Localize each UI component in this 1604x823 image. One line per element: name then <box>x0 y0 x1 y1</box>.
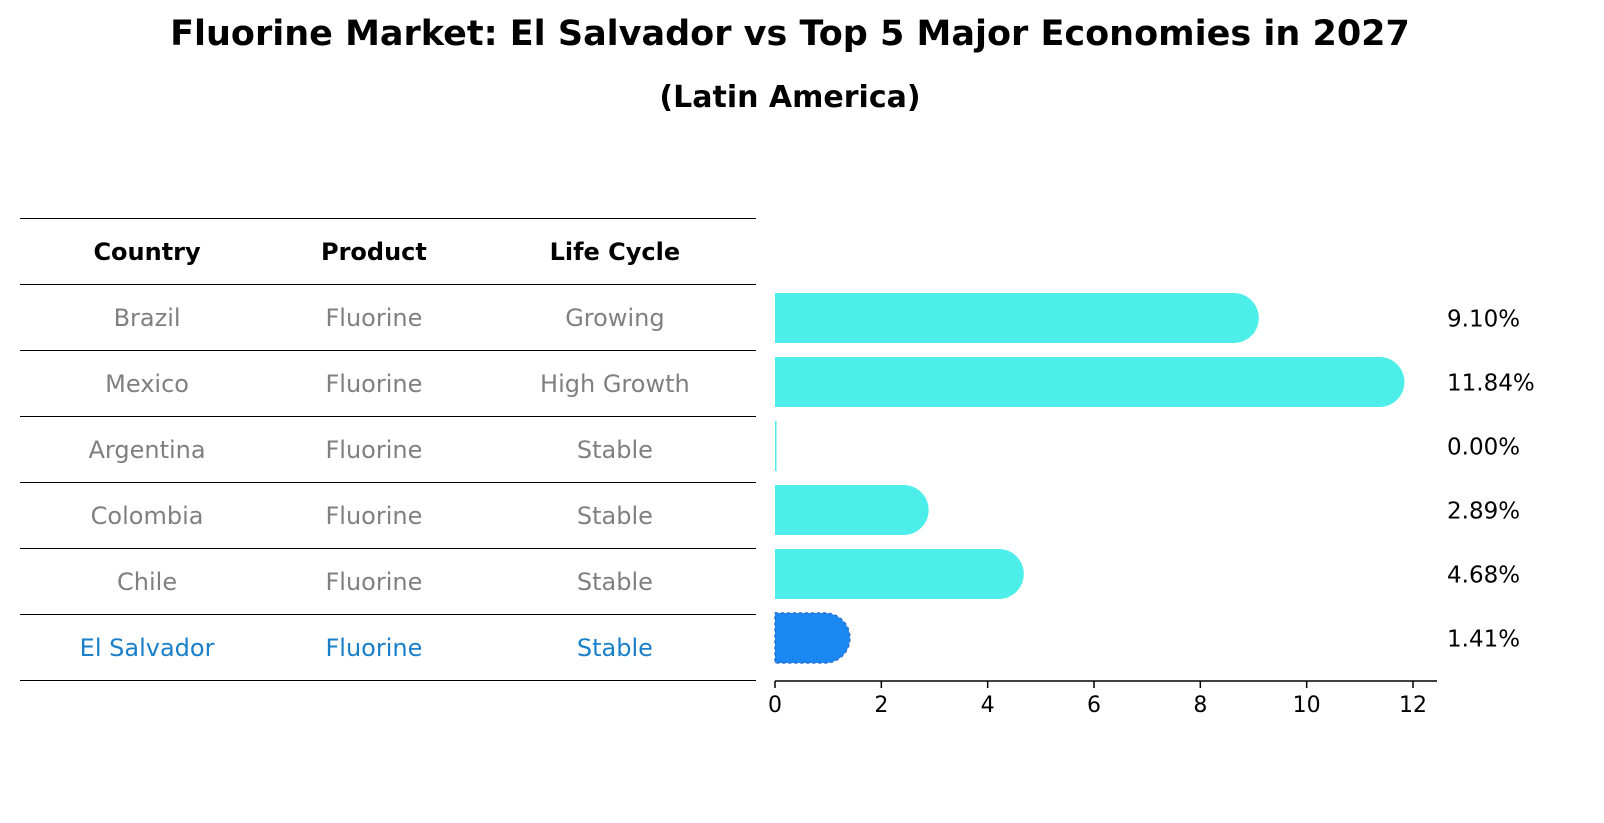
cell-life-cycle: Growing <box>473 284 756 351</box>
cell-country: Colombia <box>20 482 275 549</box>
x-tick-label: 10 <box>1293 693 1321 718</box>
cell-country: Argentina <box>20 416 275 483</box>
bar <box>775 293 1259 343</box>
table-row: Mexico Fluorine High Growth <box>20 350 756 417</box>
bar <box>775 485 929 535</box>
cell-product: Fluorine <box>274 548 474 615</box>
x-tick-label: 4 <box>981 693 995 718</box>
cell-product: Fluorine <box>274 482 474 549</box>
value-label: 9.10% <box>1447 307 1520 333</box>
cell-product: Fluorine <box>274 416 474 483</box>
cell-life-cycle: Stable <box>473 614 756 681</box>
value-label: 1.41% <box>1447 627 1520 653</box>
cell-country: El Salvador <box>20 614 275 681</box>
chart-subtitle: (Latin America) <box>659 80 921 115</box>
table-row: Chile Fluorine Stable <box>20 548 756 615</box>
header-life-cycle: Life Cycle <box>473 218 756 285</box>
x-tick-label: 2 <box>874 693 888 718</box>
bar <box>775 421 777 471</box>
cell-product: Fluorine <box>274 284 474 351</box>
cell-country: Chile <box>20 548 275 615</box>
table-header-row: Country Product Life Cycle <box>20 218 756 285</box>
bar <box>775 357 1405 407</box>
chart-title: Fluorine Market: El Salvador vs Top 5 Ma… <box>170 14 1410 54</box>
cell-product: Fluorine <box>274 350 474 417</box>
table-row: Brazil Fluorine Growing <box>20 284 756 351</box>
table-row: Colombia Fluorine Stable <box>20 482 756 549</box>
header-product: Product <box>274 218 474 285</box>
cell-life-cycle: Stable <box>473 548 756 615</box>
bar <box>775 549 1024 599</box>
x-tick-label: 8 <box>1193 693 1207 718</box>
value-label: 11.84% <box>1447 371 1535 397</box>
value-label: 0.00% <box>1447 435 1520 461</box>
table-row: Argentina Fluorine Stable <box>20 416 756 483</box>
bar-highlight <box>774 612 851 664</box>
cell-life-cycle: Stable <box>473 416 756 483</box>
value-label: 2.89% <box>1447 499 1520 525</box>
header-country: Country <box>20 218 275 285</box>
table-row-highlight: El Salvador Fluorine Stable <box>20 614 756 681</box>
x-tick-label: 0 <box>768 693 782 718</box>
cell-country: Brazil <box>20 284 275 351</box>
cell-country: Mexico <box>20 350 275 417</box>
x-tick-label: 6 <box>1087 693 1101 718</box>
cell-product: Fluorine <box>274 614 474 681</box>
value-label: 4.68% <box>1447 563 1520 589</box>
x-tick-label: 12 <box>1399 693 1427 718</box>
market-table: Country Product Life Cycle Brazil Fluori… <box>20 218 756 681</box>
cell-life-cycle: Stable <box>473 482 756 549</box>
cell-life-cycle: High Growth <box>473 350 756 417</box>
